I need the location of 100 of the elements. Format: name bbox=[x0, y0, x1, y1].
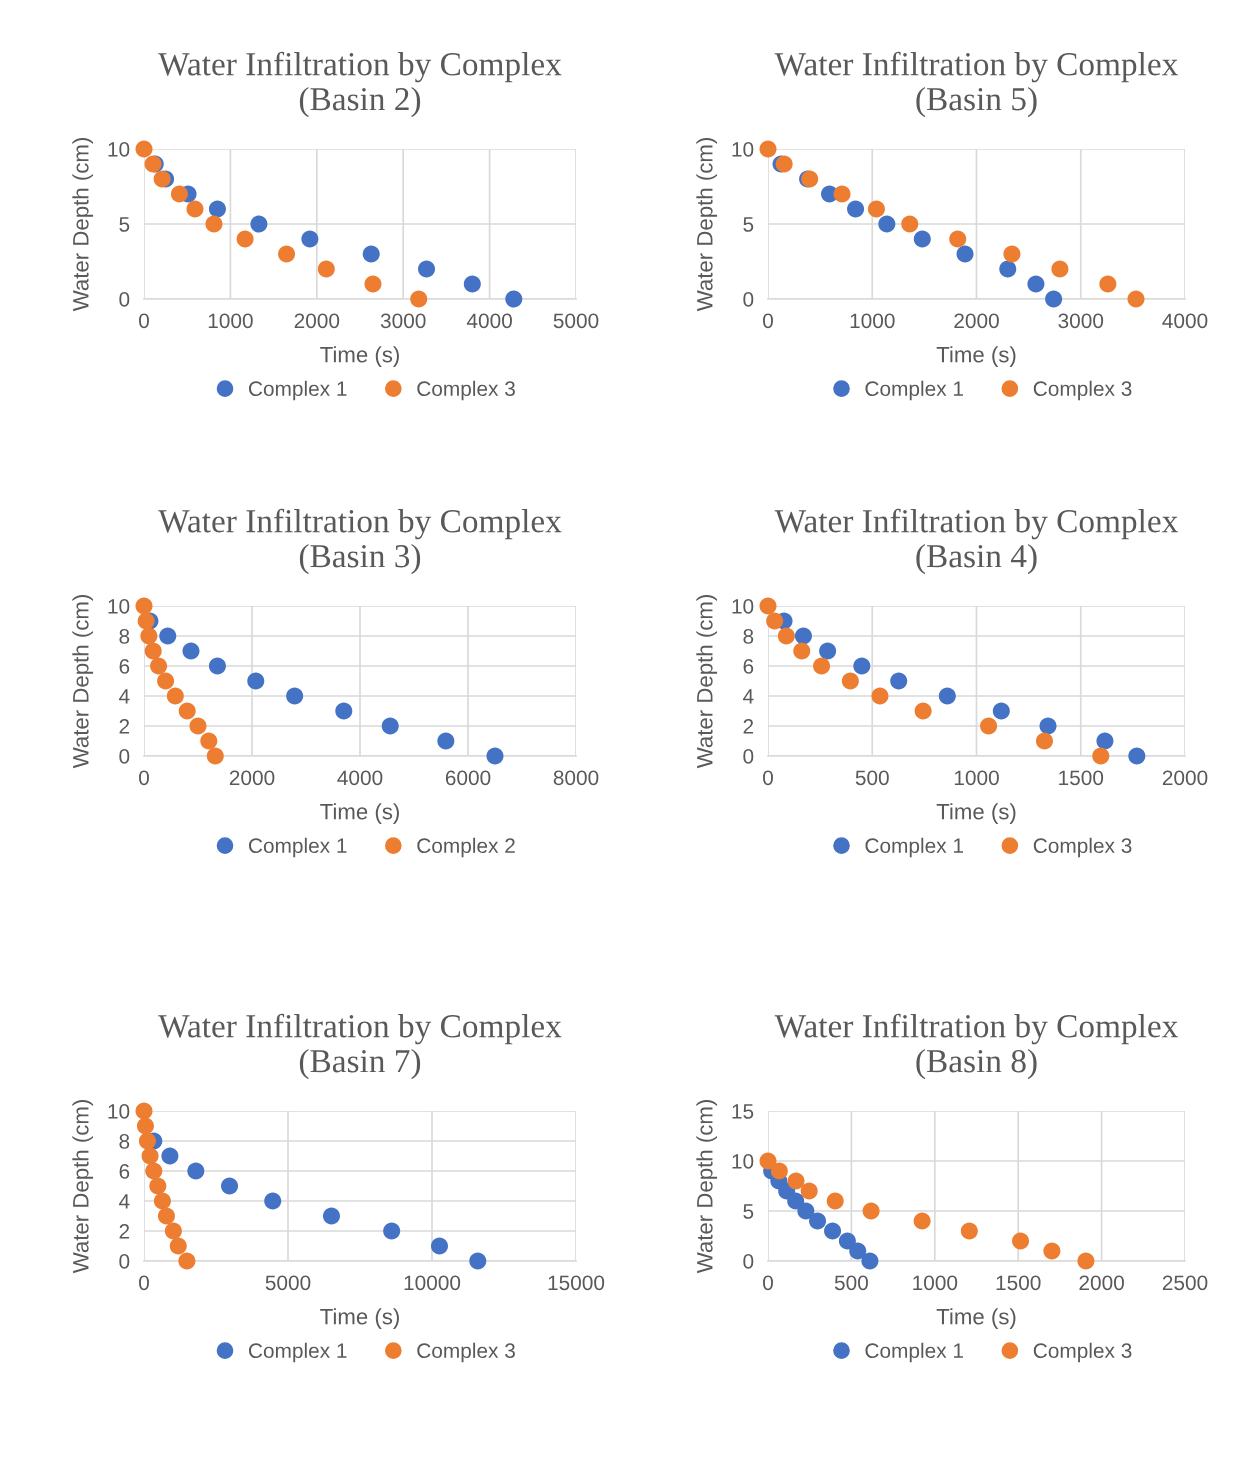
point bbox=[135, 1102, 153, 1120]
point bbox=[1027, 275, 1045, 293]
y-tick-label: 0 bbox=[743, 749, 754, 764]
point bbox=[766, 612, 784, 630]
point bbox=[178, 1252, 196, 1270]
y-tick-label: 0 bbox=[119, 749, 130, 764]
point bbox=[186, 200, 204, 218]
point bbox=[383, 1222, 401, 1240]
legend-label: Complex 3 bbox=[1033, 1342, 1132, 1363]
x-tick-label: 3000 bbox=[1058, 313, 1104, 329]
x-tick-label: 8000 bbox=[553, 770, 599, 786]
legend-label: Complex 3 bbox=[417, 1342, 515, 1363]
point bbox=[278, 245, 296, 263]
point bbox=[505, 290, 523, 308]
point bbox=[153, 170, 171, 188]
point bbox=[1043, 1242, 1061, 1260]
point bbox=[149, 1177, 167, 1195]
point bbox=[999, 260, 1017, 278]
point bbox=[208, 657, 226, 675]
x-tick-label: 6000 bbox=[445, 770, 491, 786]
legend-label: Complex 3 bbox=[1033, 837, 1132, 858]
y-tick-label: 8 bbox=[743, 629, 754, 644]
y-tick-label: 15 bbox=[732, 1104, 754, 1119]
x-tick-label: 1000 bbox=[913, 1275, 958, 1291]
x-tick-label: 0 bbox=[139, 313, 149, 329]
y-tick-label: 2 bbox=[743, 719, 754, 734]
point bbox=[914, 702, 932, 720]
y-tick-label: 0 bbox=[119, 1254, 130, 1269]
point bbox=[992, 702, 1010, 720]
point bbox=[1096, 732, 1114, 750]
point bbox=[335, 702, 353, 720]
point bbox=[138, 1132, 156, 1150]
point bbox=[182, 642, 200, 660]
point bbox=[206, 747, 224, 765]
y-axis-title: Water Depth (cm) bbox=[696, 1100, 718, 1274]
point bbox=[430, 1237, 448, 1255]
point bbox=[136, 1117, 154, 1135]
point bbox=[849, 1242, 867, 1260]
legend-label: Complex 1 bbox=[865, 837, 963, 858]
y-tick-label: 4 bbox=[119, 689, 130, 704]
x-tick-label: 0 bbox=[763, 313, 773, 329]
y-tick-label: 4 bbox=[119, 1194, 130, 1209]
point bbox=[486, 747, 504, 765]
point bbox=[178, 702, 196, 720]
point bbox=[301, 230, 319, 248]
point bbox=[205, 215, 223, 233]
point bbox=[264, 1192, 282, 1210]
x-tick-label: 0 bbox=[139, 770, 149, 786]
point bbox=[157, 672, 175, 690]
point bbox=[833, 185, 851, 203]
point bbox=[787, 1192, 805, 1210]
y-tick-label: 10 bbox=[732, 1154, 754, 1169]
point bbox=[236, 230, 254, 248]
chart-title: Water Infiltration by Complex (Basin 5) bbox=[774, 51, 1178, 118]
point bbox=[980, 717, 998, 735]
x-tick-label: 2000 bbox=[954, 313, 999, 329]
x-tick-label: 1500 bbox=[996, 1275, 1041, 1291]
point bbox=[161, 1147, 179, 1165]
point bbox=[759, 597, 777, 615]
x-tick-label: 5000 bbox=[553, 313, 599, 329]
y-tick-label: 10 bbox=[732, 599, 754, 614]
point bbox=[759, 1152, 777, 1170]
point bbox=[862, 1202, 880, 1220]
y-tick-label: 4 bbox=[743, 689, 754, 704]
x-axis-title: Time (s) bbox=[320, 346, 399, 367]
point bbox=[838, 1232, 856, 1250]
point bbox=[871, 687, 889, 705]
point bbox=[1077, 1252, 1095, 1270]
legend-label: Complex 1 bbox=[248, 837, 347, 858]
point bbox=[135, 140, 153, 158]
y-tick-label: 2 bbox=[119, 1224, 130, 1239]
x-tick-label: 1000 bbox=[954, 770, 999, 786]
y-tick-label: 5 bbox=[743, 217, 754, 232]
point bbox=[141, 1147, 159, 1165]
point bbox=[1003, 245, 1021, 263]
y-axis-title: Water Depth (cm) bbox=[72, 1100, 94, 1274]
y-axis-title: Water Depth (cm) bbox=[72, 595, 94, 769]
point bbox=[381, 717, 399, 735]
x-tick-label: 500 bbox=[855, 770, 889, 786]
y-tick-label: 10 bbox=[108, 599, 130, 614]
x-tick-label: 2500 bbox=[1162, 1275, 1208, 1291]
point bbox=[938, 687, 956, 705]
point bbox=[913, 1212, 931, 1230]
point bbox=[770, 1162, 788, 1180]
y-tick-label: 0 bbox=[119, 292, 130, 307]
point bbox=[1092, 747, 1110, 765]
legend-label: Complex 1 bbox=[865, 380, 963, 401]
point bbox=[813, 657, 831, 675]
point bbox=[841, 672, 859, 690]
x-tick-label: 4000 bbox=[1162, 313, 1208, 329]
point bbox=[317, 260, 335, 278]
x-tick-label: 2000 bbox=[1079, 1275, 1124, 1291]
point bbox=[135, 597, 153, 615]
y-tick-label: 8 bbox=[119, 1134, 130, 1149]
point bbox=[362, 245, 380, 263]
x-tick-label: 15000 bbox=[548, 1275, 605, 1291]
y-axis-title: Water Depth (cm) bbox=[696, 595, 718, 769]
point bbox=[145, 1162, 163, 1180]
point bbox=[153, 1192, 171, 1210]
x-tick-label: 4000 bbox=[466, 313, 512, 329]
